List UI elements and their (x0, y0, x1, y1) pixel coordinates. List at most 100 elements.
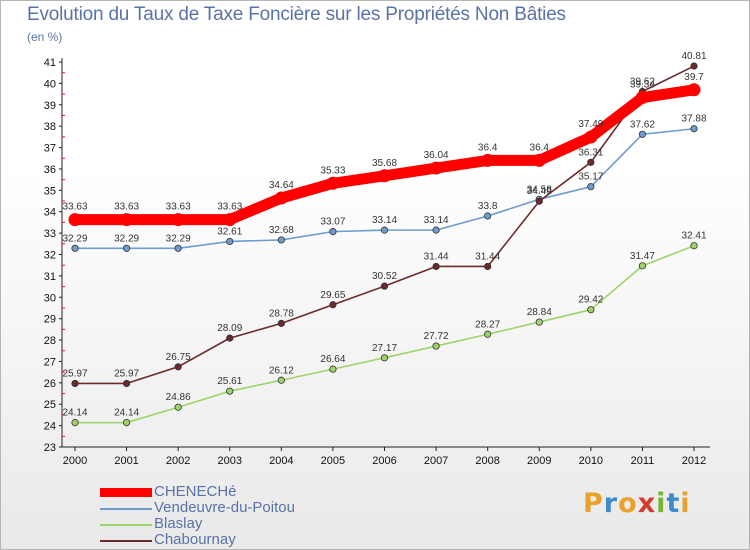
data-label: 33.63 (166, 202, 191, 213)
data-label: 32.29 (62, 233, 87, 244)
data-point (378, 169, 391, 183)
chart-axes: 23 24 25 26 27 28 29 30 31 32 33 34 35 36 37 38 39 40 41 20… (44, 57, 710, 467)
data-label: 27.72 (424, 331, 449, 342)
y-tick-label: 38 (44, 121, 56, 133)
data-point (535, 197, 543, 205)
data-label: 33.63 (114, 202, 139, 213)
logo-letter: x (637, 488, 657, 519)
data-point (690, 242, 698, 250)
data-point (223, 213, 237, 227)
x-tick-label: 2010 (579, 455, 603, 467)
legend-label: Blaslay (154, 515, 203, 532)
logo-letter: i (680, 488, 691, 519)
y-tick-label: 40 (44, 78, 56, 90)
data-point (226, 387, 234, 395)
series-0 (68, 83, 701, 227)
y-tick-label: 39 (44, 100, 56, 112)
chart-title: Evolution du Taux de Taxe Foncière sur l… (27, 4, 566, 25)
data-label: 28.09 (217, 323, 242, 334)
data-point (277, 236, 285, 244)
data-point (380, 354, 389, 362)
data-point (68, 213, 82, 227)
data-point (429, 161, 443, 175)
logo-letter: r (603, 488, 619, 519)
data-point (71, 244, 79, 252)
x-tick-label: 2009 (527, 455, 551, 467)
series-3 (71, 62, 698, 388)
y-tick-label: 25 (44, 399, 56, 411)
logo-letter: i (656, 488, 667, 519)
data-label: 29.42 (578, 295, 603, 306)
data-label: 26.75 (166, 352, 191, 363)
data-point (122, 379, 131, 388)
x-tick-label: 2006 (372, 455, 396, 467)
y-tick-label: 30 (44, 292, 56, 304)
chart-unit-label: (en %) (27, 30, 63, 44)
legend-swatch (100, 488, 152, 497)
data-point (638, 130, 647, 138)
data-point (687, 83, 701, 97)
y-tick-label: 27 (44, 356, 56, 368)
data-label: 36.04 (424, 150, 449, 161)
x-tick-label: 2001 (114, 455, 138, 467)
y-tick-label: 37 (44, 143, 56, 155)
data-label: 31.44 (475, 251, 500, 262)
data-label: 28.27 (475, 319, 500, 330)
data-label: 36.31 (578, 147, 603, 158)
data-label: 25.97 (114, 368, 139, 379)
data-point (380, 282, 389, 290)
legend-swatch (100, 508, 152, 510)
data-label: 24.86 (166, 392, 191, 403)
data-point (638, 262, 647, 270)
data-point (277, 376, 285, 384)
proxiti-logo: Proxiti (583, 488, 691, 519)
y-tick-label: 32 (44, 250, 56, 262)
x-tick-label: 2003 (218, 455, 242, 467)
y-tick-label: 33 (44, 228, 56, 240)
legend-swatch (100, 524, 152, 526)
legend-label: CHENECHé (154, 483, 237, 500)
legend-swatch (100, 540, 152, 542)
data-point (380, 226, 389, 234)
data-label: 40.81 (681, 51, 706, 62)
data-label: 32.41 (681, 231, 706, 242)
data-label: 39.34 (630, 80, 655, 91)
logo-letter: o (618, 488, 638, 519)
data-label: 35.33 (320, 165, 345, 176)
data-point (174, 363, 182, 371)
y-tick-label: 31 (44, 271, 56, 283)
data-label: 26.12 (269, 365, 294, 376)
data-label: 33.07 (320, 217, 345, 228)
data-point (174, 244, 182, 252)
data-label: 36.4 (478, 142, 498, 153)
data-point (226, 334, 234, 342)
data-point (329, 365, 337, 373)
data-label: 33.14 (372, 215, 397, 226)
legend-label: Chabournay (154, 531, 236, 548)
data-label: 25.61 (217, 376, 242, 387)
series-2 (71, 242, 698, 427)
data-label: 32.29 (114, 233, 139, 244)
data-label: 32.68 (269, 225, 294, 236)
data-point (690, 125, 698, 133)
data-point (122, 419, 131, 427)
x-tick-label: 2002 (166, 455, 190, 467)
data-point (532, 153, 546, 167)
data-label: 33.14 (424, 215, 449, 226)
y-tick-label: 26 (44, 378, 56, 390)
data-label: 36.4 (530, 142, 550, 153)
x-tick-label: 2011 (631, 455, 655, 467)
data-point (587, 306, 595, 314)
y-tick-label: 36 (44, 164, 56, 176)
y-tick-label: 35 (44, 185, 56, 197)
legend-label: Vendeuvre-du-Poitou (154, 499, 295, 516)
data-point (587, 158, 595, 166)
data-label: 24.14 (62, 408, 87, 419)
data-label: 25.97 (62, 368, 87, 379)
data-point (226, 237, 234, 246)
logo-letter: t (666, 488, 681, 519)
data-point (432, 262, 440, 271)
data-label: 31.44 (424, 251, 449, 262)
data-point (71, 419, 79, 427)
